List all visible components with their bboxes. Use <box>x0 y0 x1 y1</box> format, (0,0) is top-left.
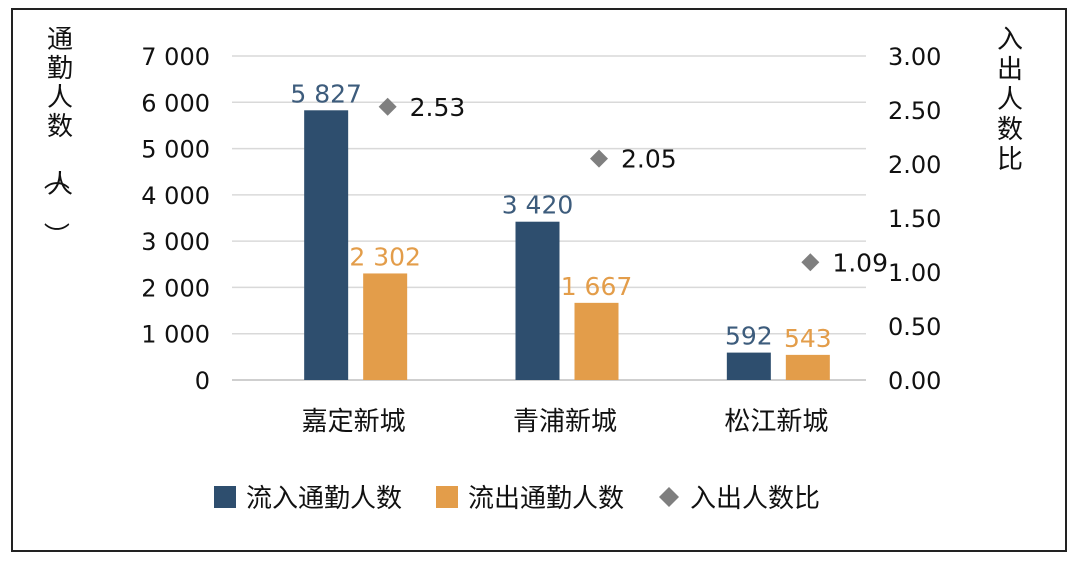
bar <box>515 221 560 380</box>
y2-tick-label: 2.50 <box>888 97 941 125</box>
legend-label: 入出人数比 <box>690 484 820 514</box>
ratio-point <box>378 97 397 116</box>
y2-tick-label: 0.00 <box>888 367 941 395</box>
legend-swatch <box>659 487 679 507</box>
bar <box>363 273 408 380</box>
y2-tick-label: 1.00 <box>888 259 941 287</box>
ratio-label: 2.53 <box>410 93 466 122</box>
y-tick-label: 6 000 <box>141 89 210 117</box>
bar-series: 5 827 2 302 3 420 1 667 592 543 <box>290 79 832 380</box>
y2-tick-label: 2.00 <box>888 151 941 179</box>
left-axis-ticks: 0 1 000 2 000 3 000 4 000 5 000 6 000 7 000 <box>141 43 210 395</box>
y-tick-label: 2 000 <box>141 274 210 302</box>
ratio-point <box>801 253 820 272</box>
category-label: 松江新城 <box>724 407 828 437</box>
y-tick-label: 0 <box>195 367 210 395</box>
legend-label: 流入通勤人数 <box>246 484 402 514</box>
bar <box>574 302 619 380</box>
y-tick-label: 4 000 <box>141 182 210 210</box>
data-label: 1 667 <box>561 272 633 301</box>
y-tick-label: 1 000 <box>141 321 210 349</box>
y2-tick-label: 3.00 <box>888 43 941 71</box>
y-tick-label: 5 000 <box>141 136 210 164</box>
right-axis-title: 入出人数比 <box>997 25 1023 175</box>
right-axis-title-text: 入出人数比 <box>997 25 1023 175</box>
left-axis-title-text: 通勤人数（人） <box>40 25 73 248</box>
legend-label: 流出通勤人数 <box>468 484 624 514</box>
chart-frame <box>11 8 1067 552</box>
bar <box>726 352 771 380</box>
y-tick-label: 3 000 <box>141 228 210 256</box>
y2-tick-label: 0.50 <box>888 313 941 341</box>
ratio-points: 2.53 2.05 1.09 <box>378 93 888 277</box>
ratio-point <box>590 149 608 168</box>
data-label: 5 827 <box>290 79 362 108</box>
data-label: 592 <box>725 322 773 351</box>
bar <box>785 354 830 380</box>
data-label: 3 420 <box>502 191 574 220</box>
bar <box>304 110 349 380</box>
y-tick-label: 7 000 <box>141 43 210 71</box>
legend: 流入通勤人数 流出通勤人数 入出人数比 <box>214 484 820 514</box>
data-label: 2 302 <box>349 242 421 271</box>
ratio-label: 1.09 <box>832 248 888 277</box>
category-labels: 嘉定新城 青浦新城 松江新城 <box>302 407 829 437</box>
y2-tick-label: 1.50 <box>888 205 941 233</box>
legend-swatch <box>214 486 236 508</box>
data-label: 543 <box>784 324 832 353</box>
right-axis-ticks: 0.00 0.50 1.00 1.50 2.00 2.50 3.00 <box>888 43 941 395</box>
category-label: 青浦新城 <box>513 407 617 437</box>
legend-swatch <box>436 486 458 508</box>
left-axis-title: 通勤人数（人） <box>40 25 73 248</box>
category-label: 嘉定新城 <box>302 407 406 437</box>
ratio-label: 2.05 <box>621 145 677 174</box>
